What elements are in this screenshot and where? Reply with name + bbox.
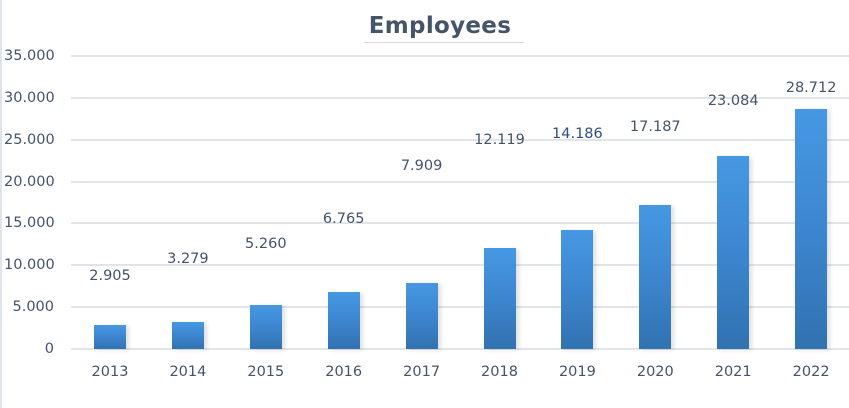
x-axis-tick-label: 2014 [169,364,207,380]
gridline [71,264,849,267]
x-axis-tick-label: 2021 [714,364,752,380]
x-axis-tick-label: 2016 [325,364,363,380]
bar-2019[interactable] [561,230,594,349]
x-axis-tick-label: 2015 [247,364,285,380]
gridline [71,180,849,183]
gridline [71,222,849,225]
bar-2014[interactable] [171,321,204,349]
chart-title: Employees [368,13,512,39]
data-label: 23.084 [707,93,759,109]
y-axis-tick-label: 10.000 [4,257,55,274]
data-label: 28.712 [785,80,837,96]
data-label: 7.909 [400,158,443,174]
y-axis-tick-label: 35.000 [4,48,55,64]
bar-2017[interactable] [405,282,438,349]
y-axis-tick-label: 15.000 [4,215,55,232]
y-axis-tick-label: 30.000 [4,89,55,106]
gridline [71,138,849,141]
title-underline [364,42,524,43]
gridline [71,306,849,309]
data-label: 6.765 [322,211,365,227]
x-axis-tick-label: 2022 [792,364,830,380]
chart-frame-border [0,0,2,408]
bar-2021[interactable] [717,155,750,349]
data-label: 2.905 [89,268,131,284]
x-axis-tick-label: 2017 [403,364,441,380]
bar-2020[interactable] [639,205,672,349]
data-label: 3.279 [167,251,209,267]
bar-2015[interactable] [249,304,282,349]
data-label: 17.187 [629,119,681,135]
gridline [71,96,849,99]
data-label: 5.260 [245,236,287,252]
bar-2013[interactable] [94,324,126,349]
bar-2018[interactable] [483,247,516,349]
gridline [71,348,849,350]
data-label: 14.186 [552,126,603,142]
x-axis-tick-label: 2013 [91,364,129,380]
x-axis-tick-label: 2019 [558,364,596,380]
bar-2022[interactable] [795,108,828,349]
x-axis-tick-label: 2020 [636,364,674,380]
y-axis-tick-label: 5.000 [12,299,54,316]
data-label: 12.119 [474,132,525,148]
y-axis-tick-label: 25.000 [4,131,55,148]
y-axis-tick-label: 0 [44,341,54,357]
y-axis-tick-label: 20.000 [4,173,55,190]
x-axis-tick-label: 2018 [481,364,518,380]
bar-2016[interactable] [327,292,360,349]
gridline [71,55,849,57]
